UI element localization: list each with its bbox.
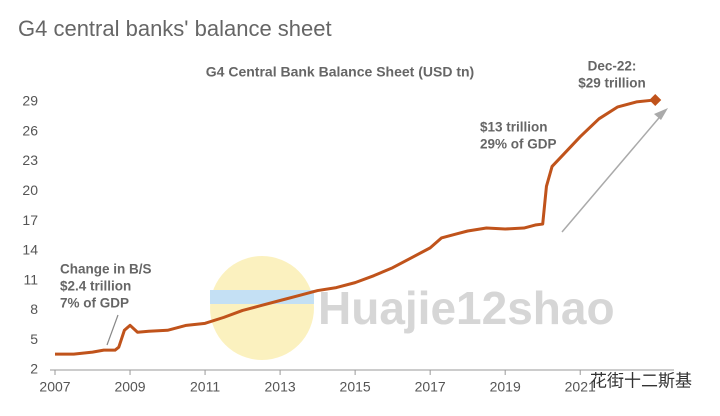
y-tick-label: 29 <box>22 93 38 109</box>
watermark-text: 花街十二斯基 <box>590 371 692 390</box>
x-tick-label: 2011 <box>190 379 220 395</box>
arrow <box>106 314 119 346</box>
watermark-logo <box>210 256 314 360</box>
x-tick-label: 2013 <box>265 379 296 395</box>
watermark-logo <box>210 290 314 304</box>
y-tick-label: 26 <box>22 122 38 138</box>
end-marker <box>649 93 662 106</box>
watermark-text: Huajie12shao <box>318 282 615 334</box>
annotation: $2.4 trillion <box>60 279 131 294</box>
watermark <box>210 256 314 360</box>
annotation: 7% of GDP <box>60 296 129 311</box>
y-tick-label: 14 <box>22 242 38 258</box>
x-tick-label: 2017 <box>415 379 446 395</box>
chart-title: G4 Central Bank Balance Sheet (USD tn) <box>206 64 474 80</box>
y-tick-label: 20 <box>22 182 38 198</box>
annotation: 29% of GDP <box>480 137 557 152</box>
x-tick-label: 2009 <box>114 379 145 395</box>
heading: G4 central banks' balance sheet <box>18 16 332 41</box>
annotation: Dec-22: <box>588 59 637 74</box>
y-tick-label: 2 <box>30 361 38 377</box>
y-tick-label: 8 <box>30 301 38 317</box>
y-tick-label: 23 <box>22 152 38 168</box>
y-tick-label: 17 <box>22 212 38 228</box>
annotation: $29 trillion <box>578 76 646 91</box>
x-tick-label: 2007 <box>39 379 70 395</box>
y-tick-label: 11 <box>23 271 38 287</box>
x-tick-label: 2021 <box>565 379 596 395</box>
x-tick-label: 2015 <box>340 379 371 395</box>
y-tick-label: 5 <box>30 331 38 347</box>
annotation: Change in B/S <box>60 262 152 277</box>
arrow <box>561 111 665 233</box>
annotation: $13 trillion <box>480 120 548 135</box>
arrow-head <box>654 108 668 120</box>
line <box>55 98 656 356</box>
x-tick-label: 2019 <box>490 379 521 395</box>
